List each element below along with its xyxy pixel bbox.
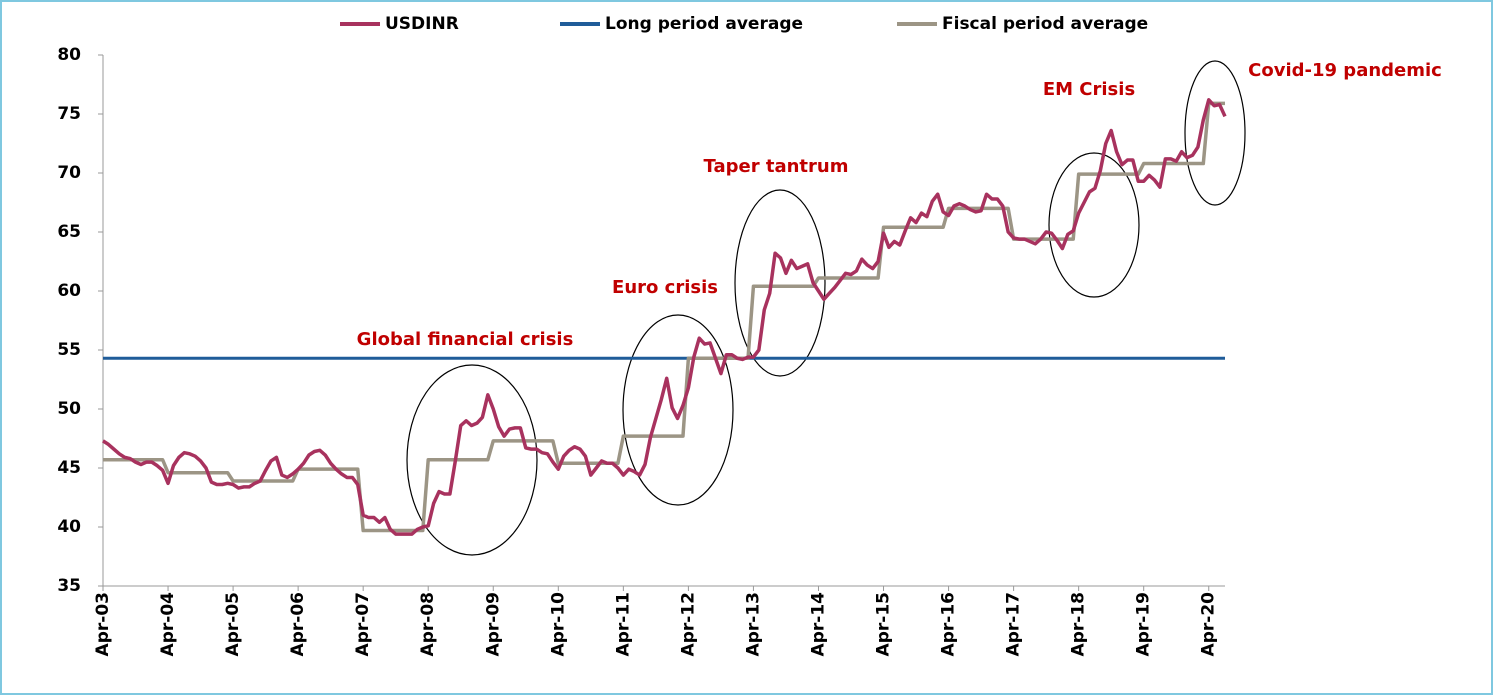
x-tick-label: Apr-18	[1069, 592, 1089, 656]
ellipse	[406, 364, 538, 556]
annotation: Covid-19 pandemic	[1248, 60, 1442, 81]
x-tick-label: Apr-12	[678, 592, 698, 656]
y-tick-label: 60	[57, 281, 81, 301]
y-tick-label: 75	[57, 104, 81, 124]
ellipse	[622, 314, 734, 506]
y-tick-label: 65	[57, 222, 81, 242]
x-tick-label: Apr-07	[353, 592, 373, 656]
legend-label: Fiscal period average	[942, 14, 1148, 34]
ellipse	[1048, 152, 1140, 298]
x-tick-label: Apr-17	[1004, 592, 1024, 656]
series-line	[102, 98, 1227, 536]
x-tick-label: Apr-05	[223, 592, 243, 656]
y-tick-label: 50	[57, 399, 81, 419]
x-tick-label: Apr-20	[1199, 592, 1219, 657]
legend-label: Long period average	[605, 14, 803, 34]
x-tick-label: Apr-03	[93, 592, 113, 656]
x-tick-label: Apr-13	[743, 592, 763, 656]
series-line	[103, 101, 1225, 533]
y-tick-label: 55	[57, 340, 81, 360]
x-tick-label: Apr-08	[418, 592, 438, 656]
highlight-ellipses	[406, 60, 1246, 556]
ellipse	[1184, 60, 1246, 206]
y-tick-label: 40	[57, 517, 81, 537]
y-tick-label: 45	[57, 458, 81, 478]
x-tick-label: Apr-19	[1134, 592, 1154, 656]
x-tick-label: Apr-09	[483, 592, 503, 656]
x-tick-label: Apr-14	[808, 592, 828, 657]
y-tick-label: 80	[57, 45, 81, 65]
x-tick-label: Apr-11	[613, 592, 633, 656]
x-tick-label: Apr-16	[939, 592, 959, 656]
x-tick-label: Apr-15	[874, 592, 894, 656]
annotation: EM Crisis	[1043, 79, 1135, 100]
y-tick-label: 70	[57, 163, 81, 183]
annotation: Taper tantrum	[704, 156, 849, 177]
annotation: Global financial crisis	[357, 329, 574, 350]
x-tick-label: Apr-10	[548, 592, 568, 657]
x-tick-label: Apr-06	[288, 592, 308, 656]
annotation: Euro crisis	[612, 277, 718, 298]
legend-label: USDINR	[385, 14, 459, 34]
x-tick-label: Apr-04	[158, 592, 178, 657]
ellipse	[734, 189, 826, 377]
y-tick-label: 35	[57, 576, 81, 596]
